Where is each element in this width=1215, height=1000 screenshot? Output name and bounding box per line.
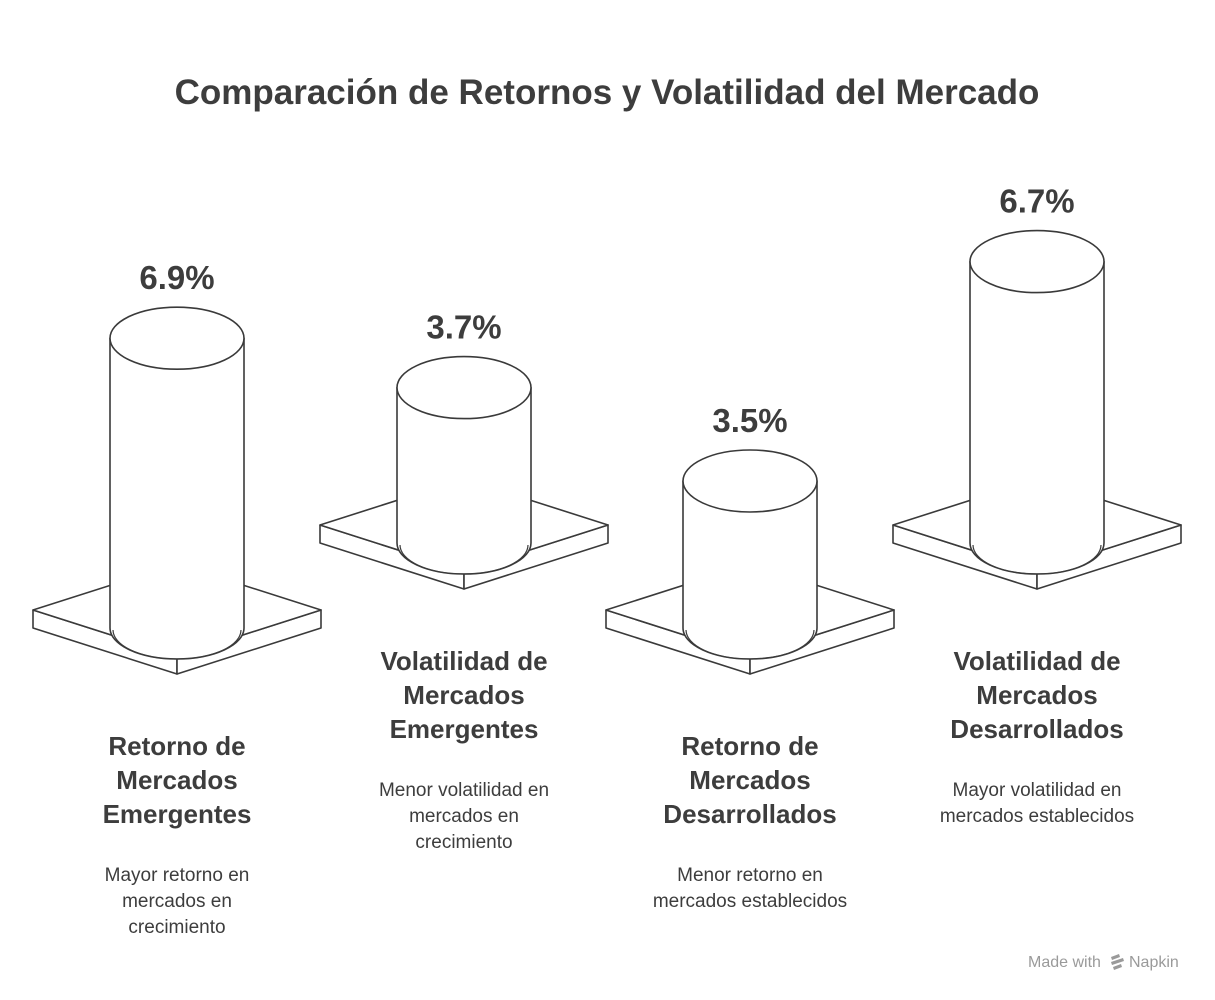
value-label: 6.7%: [999, 183, 1074, 220]
bar-cylinder: [969, 229, 1105, 575]
bar-cylinder: [396, 355, 532, 575]
bar-cylinder: [109, 306, 245, 660]
bar-2: [319, 355, 609, 590]
watermark-brand: Napkin: [1129, 954, 1179, 971]
category-description: Menor retorno en mercados establecidos: [653, 865, 847, 912]
bars-layer: [32, 229, 1182, 675]
category-description: Mayor retorno en mercados en crecimiento: [105, 865, 250, 938]
bar-4: [892, 229, 1182, 590]
chart-title: Comparación de Retornos y Volatilidad de…: [175, 73, 1040, 112]
category-label: Volatilidad de Mercados Desarrollados: [950, 646, 1123, 744]
labels-layer: 6.9% Retorno de Mercados Emergentes Mayor re…: [103, 183, 1135, 938]
value-label: 3.7%: [426, 309, 501, 346]
category-description: Menor volatilidad en mercados en crecimien…: [379, 780, 549, 853]
value-label: 3.5%: [712, 402, 787, 439]
category-label: Retorno de Mercados Emergentes: [103, 731, 252, 829]
value-label: 6.9%: [139, 259, 214, 296]
category-label: Volatilidad de Mercados Emergentes: [380, 646, 547, 744]
bar-1: [32, 306, 322, 675]
bar-cylinder: [682, 449, 818, 660]
category-label: Retorno de Mercados Desarrollados: [663, 731, 836, 829]
napkin-logo-icon: [1111, 954, 1124, 970]
napkin-watermark: Made with Napkin: [1028, 954, 1179, 971]
category-description: Mayor volatilidad en mercados establecido…: [940, 780, 1134, 827]
bar-3: [605, 449, 895, 675]
watermark-prefix: Made with: [1028, 954, 1101, 971]
